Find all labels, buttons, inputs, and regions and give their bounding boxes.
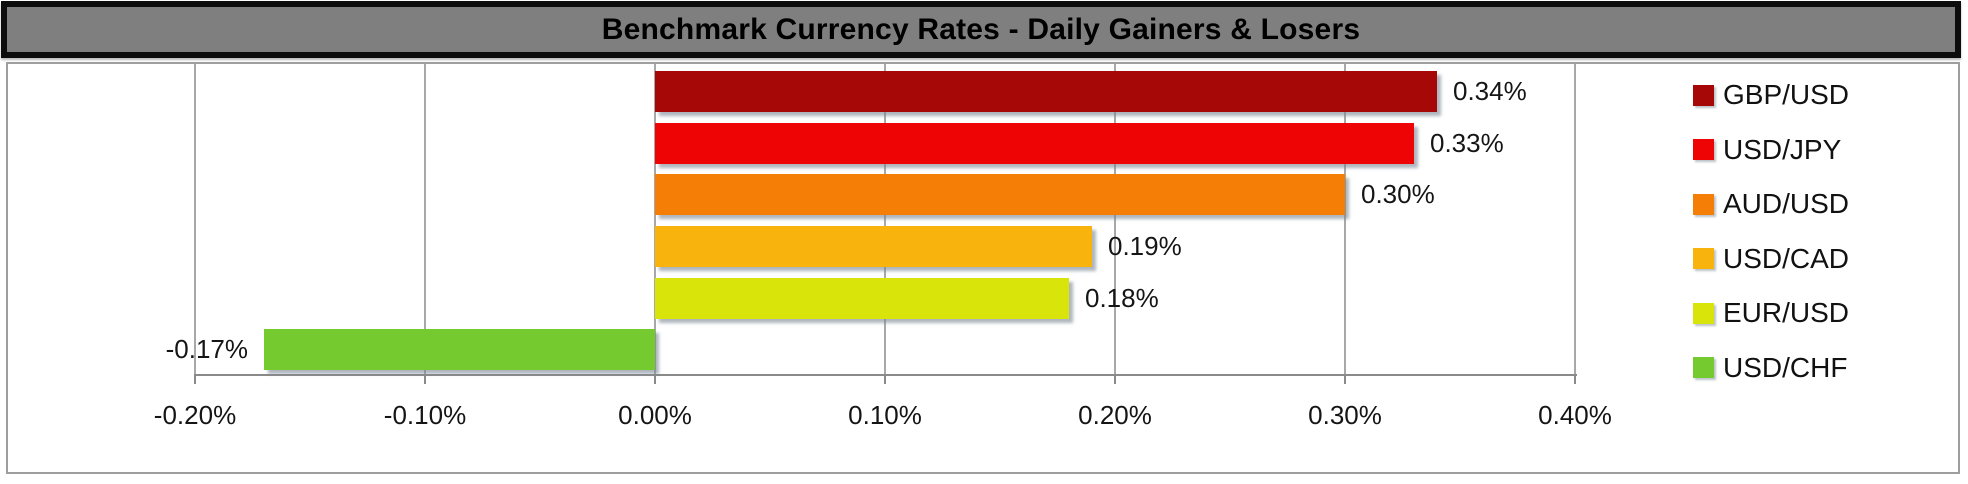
gridline: [424, 64, 426, 374]
legend-item-aud-usd: AUD/USD: [1693, 188, 1850, 219]
bar-gbp-usd: [655, 71, 1437, 112]
legend: GBP/USD USD/JPY AUD/USD USD/CAD EUR/USD USD/C…: [1693, 64, 1958, 472]
x-axis-tick-label: 0.20%: [1078, 400, 1152, 430]
legend-item-label: GBP/USD: [1723, 79, 1850, 110]
bar-value-label: 0.33%: [1430, 127, 1504, 158]
plot-area: -0.20% -0.10% 0.00% 0.10% 0.20% 0.30% 0.40% 0.3…: [154, 64, 1612, 430]
x-axis-tick-label: -0.10%: [383, 400, 467, 430]
x-axis-tick-label: 0.10%: [848, 400, 922, 430]
legend-item-label: USD/CHF: [1723, 351, 1848, 383]
legend-swatch: [1693, 84, 1714, 106]
legend-item-eur-usd: EUR/USD: [1693, 297, 1850, 328]
axis-tick: [194, 376, 196, 384]
legend-item-usd-jpy: USD/JPY: [1693, 133, 1842, 165]
bar-value-label: -0.17%: [165, 334, 248, 365]
axis-tick: [424, 376, 426, 384]
legend-swatch: [1693, 193, 1714, 215]
legend-item-label: AUD/USD: [1723, 188, 1850, 219]
legend-swatch: [1693, 139, 1714, 160]
x-axis-tick-label: 0.00%: [618, 400, 692, 430]
legend-item-usd-chf: USD/CHF: [1693, 351, 1848, 383]
legend-item-usd-cad: USD/CAD: [1693, 242, 1850, 274]
gridline: [1344, 64, 1346, 374]
legend-item-gbp-usd: GBP/USD: [1693, 79, 1850, 110]
gridline: [1114, 64, 1116, 374]
gridline: [884, 64, 886, 374]
gridline: [654, 64, 656, 374]
legend-item-label: EUR/USD: [1723, 297, 1850, 328]
bar-value-label: 0.18%: [1085, 282, 1159, 313]
legend-swatch: [1693, 357, 1714, 378]
x-axis-tick-label: -0.20%: [153, 400, 237, 430]
x-axis-tick-label: 0.40%: [1538, 400, 1612, 430]
legend-item-label: USD/JPY: [1723, 133, 1842, 165]
bar-aud-usd: [655, 174, 1345, 216]
bar-usd-jpy: [655, 122, 1414, 164]
bar-usd-chf: [264, 329, 655, 371]
axis-tick: [1344, 376, 1346, 384]
x-axis-line: [194, 374, 1577, 376]
bar-value-label: 0.19%: [1108, 231, 1182, 261]
axis-tick: [654, 376, 656, 384]
axis-tick: [884, 376, 886, 384]
bar-value-label: 0.34%: [1453, 76, 1527, 106]
legend-swatch: [1693, 248, 1714, 269]
gridline: [194, 64, 196, 374]
axis-tick: [1574, 376, 1576, 384]
legend-swatch: [1693, 302, 1714, 324]
bar-value-label: 0.30%: [1361, 179, 1435, 210]
axis-tick: [1114, 376, 1116, 384]
gridline: [1574, 64, 1576, 374]
bar-usd-cad: [655, 226, 1092, 267]
chart-title-bar: Benchmark Currency Rates - Daily Gainers…: [1, 1, 1961, 58]
x-axis-tick-label: 0.30%: [1308, 400, 1382, 430]
chart-area: -0.20% -0.10% 0.00% 0.10% 0.20% 0.30% 0.40% 0.3…: [6, 62, 1960, 474]
chart-title: Benchmark Currency Rates - Daily Gainers…: [601, 12, 1361, 46]
legend-item-label: USD/CAD: [1723, 242, 1850, 274]
bar-eur-usd: [655, 277, 1069, 319]
